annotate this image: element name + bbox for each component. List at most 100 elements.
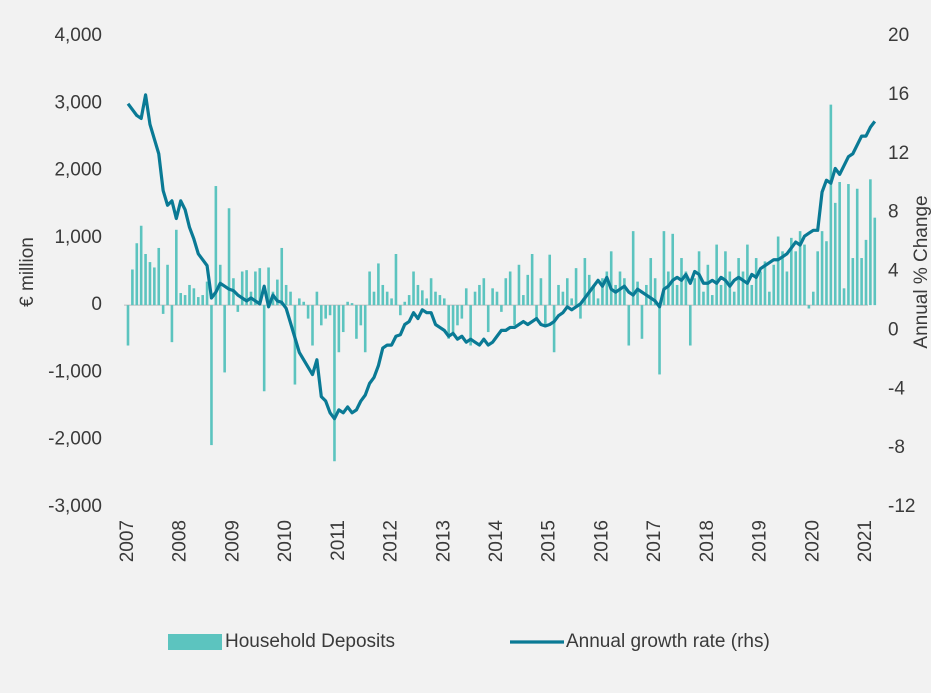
bar [790, 237, 793, 306]
bar [240, 271, 244, 306]
bar [816, 251, 819, 306]
bar [328, 305, 332, 316]
bar [552, 305, 556, 353]
bar [464, 288, 468, 306]
bar [438, 295, 442, 306]
y2-tick-label: 16 [888, 84, 909, 105]
bar [574, 268, 578, 306]
bar [276, 279, 279, 306]
bar [504, 278, 508, 306]
bar [873, 217, 877, 306]
bar [135, 243, 139, 306]
bar [825, 241, 828, 306]
bar [377, 263, 380, 306]
bar [688, 305, 692, 346]
y2-tick-label: -4 [888, 378, 905, 399]
bar [245, 270, 248, 306]
bar [337, 305, 341, 353]
bar [557, 284, 560, 306]
y-tick-label: 0 [91, 294, 102, 315]
bar [350, 303, 354, 306]
bar [750, 284, 754, 306]
bar [315, 291, 319, 306]
bar [803, 244, 806, 306]
x-tick-label: 2007 [117, 520, 138, 562]
x-tick-label: 2011 [328, 520, 349, 561]
x-tick-label: 2016 [591, 520, 612, 562]
bar [675, 284, 679, 306]
bar [407, 295, 411, 306]
y2-tick-label: 4 [888, 261, 899, 282]
bar [614, 284, 617, 306]
bar [785, 271, 789, 306]
y2-tick-label: 8 [888, 202, 899, 223]
bar [636, 281, 639, 306]
legend-label: Household Deposits [225, 631, 395, 652]
legend-label: Annual growth rate (rhs) [566, 631, 770, 652]
bar [737, 258, 740, 306]
x-tick-label: 2013 [433, 520, 454, 562]
bar [258, 268, 262, 306]
bar [267, 267, 270, 306]
bar [522, 295, 525, 306]
bar [170, 305, 174, 343]
bar [807, 305, 811, 309]
bar [469, 305, 472, 346]
x-tick-label: 2009 [222, 520, 243, 562]
bar [583, 258, 587, 306]
bar [710, 295, 714, 306]
bar [280, 247, 284, 306]
bar [605, 271, 609, 306]
bar [385, 291, 389, 306]
bar [201, 295, 204, 306]
bar [838, 182, 841, 306]
x-tick-label: 2014 [486, 520, 507, 563]
bar [869, 179, 872, 306]
bar [684, 271, 688, 306]
bar [188, 284, 191, 306]
bar [368, 271, 371, 306]
bar [148, 262, 152, 306]
bar [403, 301, 407, 306]
bar [473, 291, 477, 306]
bar [227, 208, 231, 306]
bar [192, 288, 196, 306]
x-tick-label: 2020 [802, 520, 823, 562]
bar [333, 305, 336, 462]
bar [860, 258, 863, 306]
y2-tick-label: 20 [888, 25, 909, 46]
bar [561, 291, 565, 306]
bar [157, 247, 161, 306]
bar [548, 254, 552, 306]
bar [842, 288, 846, 306]
bar [759, 271, 762, 306]
bar [482, 278, 486, 306]
y-tick-label: 2,000 [54, 160, 102, 181]
bar [363, 305, 367, 353]
bar [746, 244, 749, 306]
line [126, 93, 877, 421]
bar [697, 251, 701, 306]
bar [847, 184, 850, 306]
bar [601, 278, 604, 306]
bar [623, 278, 626, 306]
bar [833, 202, 837, 306]
y-tick-label: -3,000 [48, 496, 102, 517]
bar [513, 305, 516, 326]
bar [425, 298, 429, 306]
bar [530, 254, 534, 306]
y2-tick-label: -12 [888, 496, 915, 517]
bar [693, 278, 696, 306]
bar [772, 264, 776, 306]
bar [355, 305, 358, 339]
bar [223, 305, 226, 373]
bar [539, 278, 543, 306]
bar [131, 269, 134, 306]
bar [719, 284, 723, 306]
y-tick-label: 1,000 [54, 227, 102, 248]
bar [293, 305, 297, 385]
bar [658, 305, 661, 375]
bar [851, 258, 855, 306]
y-axis-label: € million [17, 237, 38, 307]
